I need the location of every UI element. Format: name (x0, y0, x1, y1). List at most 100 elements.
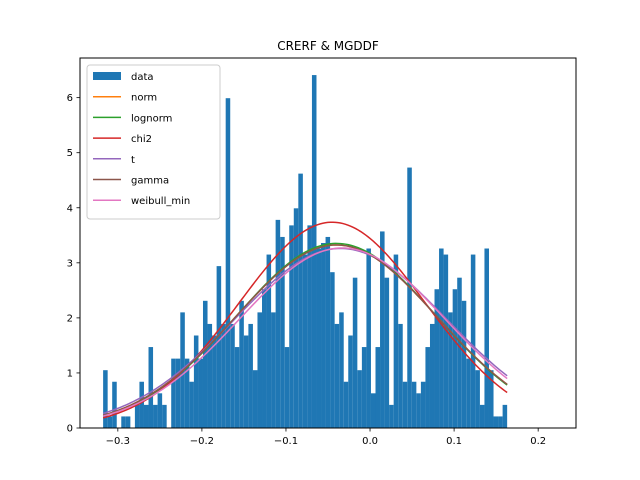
histogram-bar (380, 231, 385, 428)
histogram-bar (416, 393, 421, 428)
y-tick-label: 5 (67, 148, 73, 159)
histogram-bar (439, 248, 444, 428)
fit-curves (102, 221, 508, 419)
histogram-bar (193, 335, 199, 428)
histogram-bar (162, 404, 167, 428)
x-tick-label: −0.1 (274, 436, 298, 447)
x-tick-label: 0.2 (530, 436, 546, 447)
y-tick-label: 6 (67, 93, 73, 104)
histogram-bar (475, 370, 480, 428)
histogram-bar (112, 381, 117, 428)
histogram-bar (184, 358, 190, 428)
histogram-bar (212, 335, 217, 428)
y-axis: 0 1 2 3 4 5 6 (67, 93, 80, 435)
histogram-bar (443, 254, 449, 428)
histogram-bar (143, 404, 149, 428)
histogram-bar (366, 248, 371, 428)
histogram-bar (125, 416, 131, 428)
histogram-bar (189, 381, 194, 428)
histogram-bar (407, 167, 412, 428)
legend: data norm lognorm chi2 t gamma weibull_min (86, 64, 221, 220)
histogram-bar (230, 323, 235, 428)
y-tick-label: 2 (67, 313, 73, 324)
histogram-bar (175, 358, 181, 428)
histogram-bar (384, 277, 390, 428)
histogram-bar (134, 404, 140, 428)
legend-label: t (131, 155, 135, 166)
histogram-bar (280, 236, 285, 428)
histogram-bar (148, 347, 154, 428)
histogram-bar (225, 98, 231, 428)
histogram-bar (325, 236, 331, 428)
histogram-bar (275, 219, 281, 428)
histogram-bar (484, 248, 489, 428)
histogram-bar (434, 289, 440, 428)
histogram-bar (234, 347, 240, 428)
histogram-bar (370, 393, 376, 428)
x-axis: −0.3 −0.2 −0.1 0.0 0.1 0.2 (106, 428, 546, 447)
histogram-bar (425, 347, 430, 428)
histogram-bar (493, 416, 499, 428)
histogram-bar (479, 404, 485, 428)
histogram-bar (153, 404, 158, 428)
histogram-bar (466, 358, 471, 428)
histogram-bar (121, 416, 126, 428)
histogram-bar (207, 323, 213, 428)
histogram-bar (361, 347, 367, 428)
histogram-bar (103, 370, 108, 428)
histogram-bar (448, 312, 453, 428)
histogram-bar (302, 254, 308, 428)
histogram-bar (330, 272, 335, 428)
histogram-bar (284, 347, 290, 428)
histogram-bar (271, 312, 276, 428)
histogram-bar (107, 416, 113, 428)
histogram-bar (171, 358, 176, 428)
histogram-bar (293, 208, 299, 428)
histogram-bar (461, 300, 467, 428)
histogram-bar (420, 381, 426, 428)
histogram-bar (321, 243, 326, 428)
histogram-bar (198, 358, 203, 428)
legend-label: chi2 (131, 134, 152, 145)
x-tick-label: −0.2 (190, 436, 214, 447)
histogram-bar (243, 335, 249, 428)
histogram-bar (502, 404, 508, 428)
histogram-bar (470, 254, 476, 428)
histogram-bar (257, 312, 263, 428)
chart-title: CRERF & MGDDF (277, 39, 379, 53)
histogram-bar (252, 370, 258, 428)
histogram-bar (402, 381, 408, 428)
y-tick-label: 4 (67, 203, 73, 214)
histogram-bar (266, 254, 272, 428)
curve-chi2 (102, 221, 508, 419)
y-tick-label: 1 (67, 368, 73, 379)
histogram-bar (398, 323, 403, 428)
legend-label: norm (131, 93, 157, 104)
histogram-bar (348, 335, 353, 428)
histogram-bar (307, 225, 312, 428)
legend-label: weibull_min (131, 196, 190, 207)
legend-label: gamma (131, 176, 169, 187)
histogram-bar (248, 323, 253, 428)
legend-label: data (131, 72, 154, 83)
curve-t (102, 247, 508, 415)
histogram-bar (457, 277, 462, 428)
histogram-bar (311, 75, 317, 428)
histogram-bar (343, 381, 349, 428)
histogram-bar (357, 370, 362, 428)
x-tick-label: 0.1 (446, 436, 462, 447)
histogram-bar (157, 393, 163, 428)
histogram-bar (429, 323, 435, 428)
histogram-bar (334, 323, 340, 428)
plot-frame (79, 57, 577, 429)
histogram-bar (139, 381, 144, 428)
histogram-bar (389, 404, 394, 428)
histogram-bar (298, 173, 303, 428)
histogram-bar (375, 347, 381, 428)
histogram-bar (452, 289, 458, 428)
histogram-bar (239, 300, 244, 428)
y-tick-label: 0 (67, 424, 73, 435)
x-tick-label: 0.0 (362, 436, 378, 447)
histogram-bar (339, 312, 344, 428)
